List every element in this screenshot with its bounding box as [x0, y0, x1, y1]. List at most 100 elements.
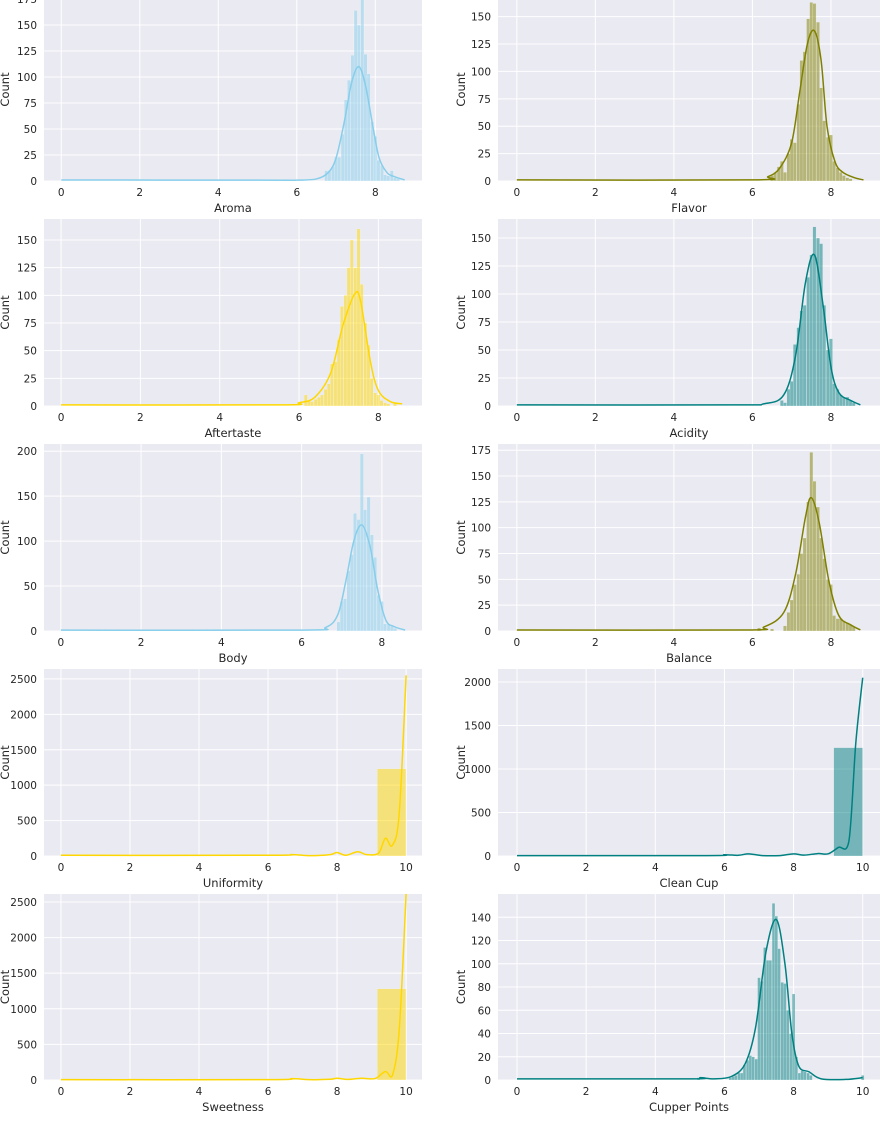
x-tick-label: 0	[58, 412, 65, 424]
x-tick-label: 6	[296, 412, 303, 424]
y-axis-label: Count	[454, 295, 468, 330]
x-axis-label: Cupper Points	[649, 1100, 729, 1114]
x-tick-label: 10	[399, 862, 412, 874]
y-tick-label: 75	[478, 317, 491, 329]
y-tick-label: 100	[17, 72, 37, 84]
y-tick-label: 125	[17, 263, 37, 275]
histogram-bar	[812, 481, 817, 632]
y-tick-label: 2000	[10, 709, 37, 721]
x-tick-label: 0	[58, 187, 65, 199]
kde-curve	[516, 496, 861, 631]
y-tick-label: 75	[24, 98, 37, 110]
x-tick-label: 2	[127, 1086, 134, 1098]
y-tick-label: 50	[478, 574, 491, 586]
x-axis-label: Sweetness	[202, 1100, 264, 1114]
histogram-bar	[802, 537, 807, 632]
histogram-bar	[337, 156, 341, 182]
histogram-bar	[346, 570, 351, 632]
kde-curve	[516, 253, 861, 406]
x-tick-label: 0	[58, 1086, 65, 1098]
y-axis-label: Count	[454, 969, 468, 1004]
histogram-bar	[376, 394, 381, 407]
histogram-bar	[748, 1055, 752, 1081]
histogram-bar	[842, 175, 846, 182]
histogram-bar	[835, 618, 840, 632]
histogram-bar	[760, 981, 764, 1081]
histogram-bar	[783, 172, 787, 182]
y-tick-label: 0	[30, 401, 37, 413]
x-axis-label: Aroma	[214, 201, 252, 215]
histogram-bar	[366, 496, 371, 632]
y-tick-label: 1000	[10, 780, 37, 792]
histogram-bar	[310, 401, 314, 407]
histogram-bar	[353, 267, 358, 407]
kde-curve	[516, 29, 864, 181]
x-tick-label: 6	[749, 187, 756, 199]
y-tick-label: 50	[24, 581, 37, 593]
histogram-bar	[766, 960, 770, 1081]
y-tick-label: 75	[24, 318, 37, 330]
y-tick-label: 2500	[10, 674, 37, 686]
histogram-bar	[789, 1033, 793, 1081]
x-tick-label: 0	[514, 1086, 521, 1098]
histogram-bar	[746, 1060, 750, 1081]
histogram-bar	[383, 402, 387, 407]
y-tick-label: 50	[478, 121, 491, 133]
histogram-bar	[802, 305, 807, 407]
histogram-bar	[379, 400, 384, 407]
histogram-bar	[783, 983, 787, 1081]
y-tick-label: 175	[471, 445, 491, 457]
histogram-bar	[793, 584, 797, 632]
y-tick-label: 100	[471, 959, 491, 971]
histogram-bar	[333, 361, 338, 407]
y-tick-label: 150	[17, 235, 37, 247]
histogram-bar	[793, 142, 797, 182]
kde-curve	[517, 918, 863, 1081]
y-tick-label: 100	[17, 290, 37, 302]
histogram-bar	[740, 1072, 744, 1081]
histogram-bar	[353, 10, 358, 182]
plot-area	[498, 669, 880, 856]
histogram-bar	[340, 134, 345, 182]
subplot-body: 0 2 4 6 8 0 50 100 150 200 Body Count	[0, 444, 422, 665]
histogram-bar	[357, 24, 361, 182]
y-tick-label: 0	[484, 851, 491, 863]
y-tick-label: 40	[478, 1029, 491, 1041]
histogram-bar	[777, 948, 781, 1081]
subplot-aroma: 0 2 4 6 8 0 25 50 75 100 125 150 175 Aroma Count	[0, 0, 422, 215]
histogram-bar	[340, 306, 344, 407]
histogram-bar	[783, 402, 787, 407]
y-tick-label: 125	[471, 39, 491, 51]
y-tick-label: 125	[17, 46, 37, 58]
y-tick-label: 75	[478, 94, 491, 106]
histogram-bar	[731, 1076, 735, 1081]
histogram-bar	[835, 167, 840, 182]
y-tick-label: 20	[478, 1052, 491, 1064]
histogram-bar	[356, 519, 361, 632]
y-tick-label: 25	[24, 373, 37, 385]
histogram-bar	[809, 1075, 813, 1081]
y-tick-label: 150	[471, 12, 491, 24]
histogram-bar	[336, 621, 341, 632]
y-tick-label: 25	[478, 149, 491, 161]
histogram-bar	[377, 988, 407, 1081]
subplot-balance: 0 2 4 6 8 0 25 50 75 100 125 150 175 Balance Count	[454, 444, 880, 665]
histogram-bar	[330, 363, 334, 407]
histogram-bar	[832, 161, 836, 182]
x-tick-label: 2	[583, 862, 590, 874]
x-tick-label: 2	[592, 637, 599, 649]
x-tick-label: 10	[856, 1086, 869, 1098]
x-tick-label: 0	[514, 862, 521, 874]
x-tick-label: 10	[856, 862, 869, 874]
histogram-bar	[822, 558, 827, 632]
histogram-bar	[845, 177, 850, 182]
histogram-bar	[786, 1010, 790, 1081]
histogram-bar	[326, 383, 331, 407]
x-tick-label: 0	[514, 187, 521, 199]
x-tick-label: 4	[671, 187, 678, 199]
y-tick-label: 100	[471, 66, 491, 78]
histogram-bar	[806, 1072, 810, 1081]
y-axis-label: Count	[0, 969, 12, 1004]
y-tick-label: 60	[478, 1005, 491, 1017]
